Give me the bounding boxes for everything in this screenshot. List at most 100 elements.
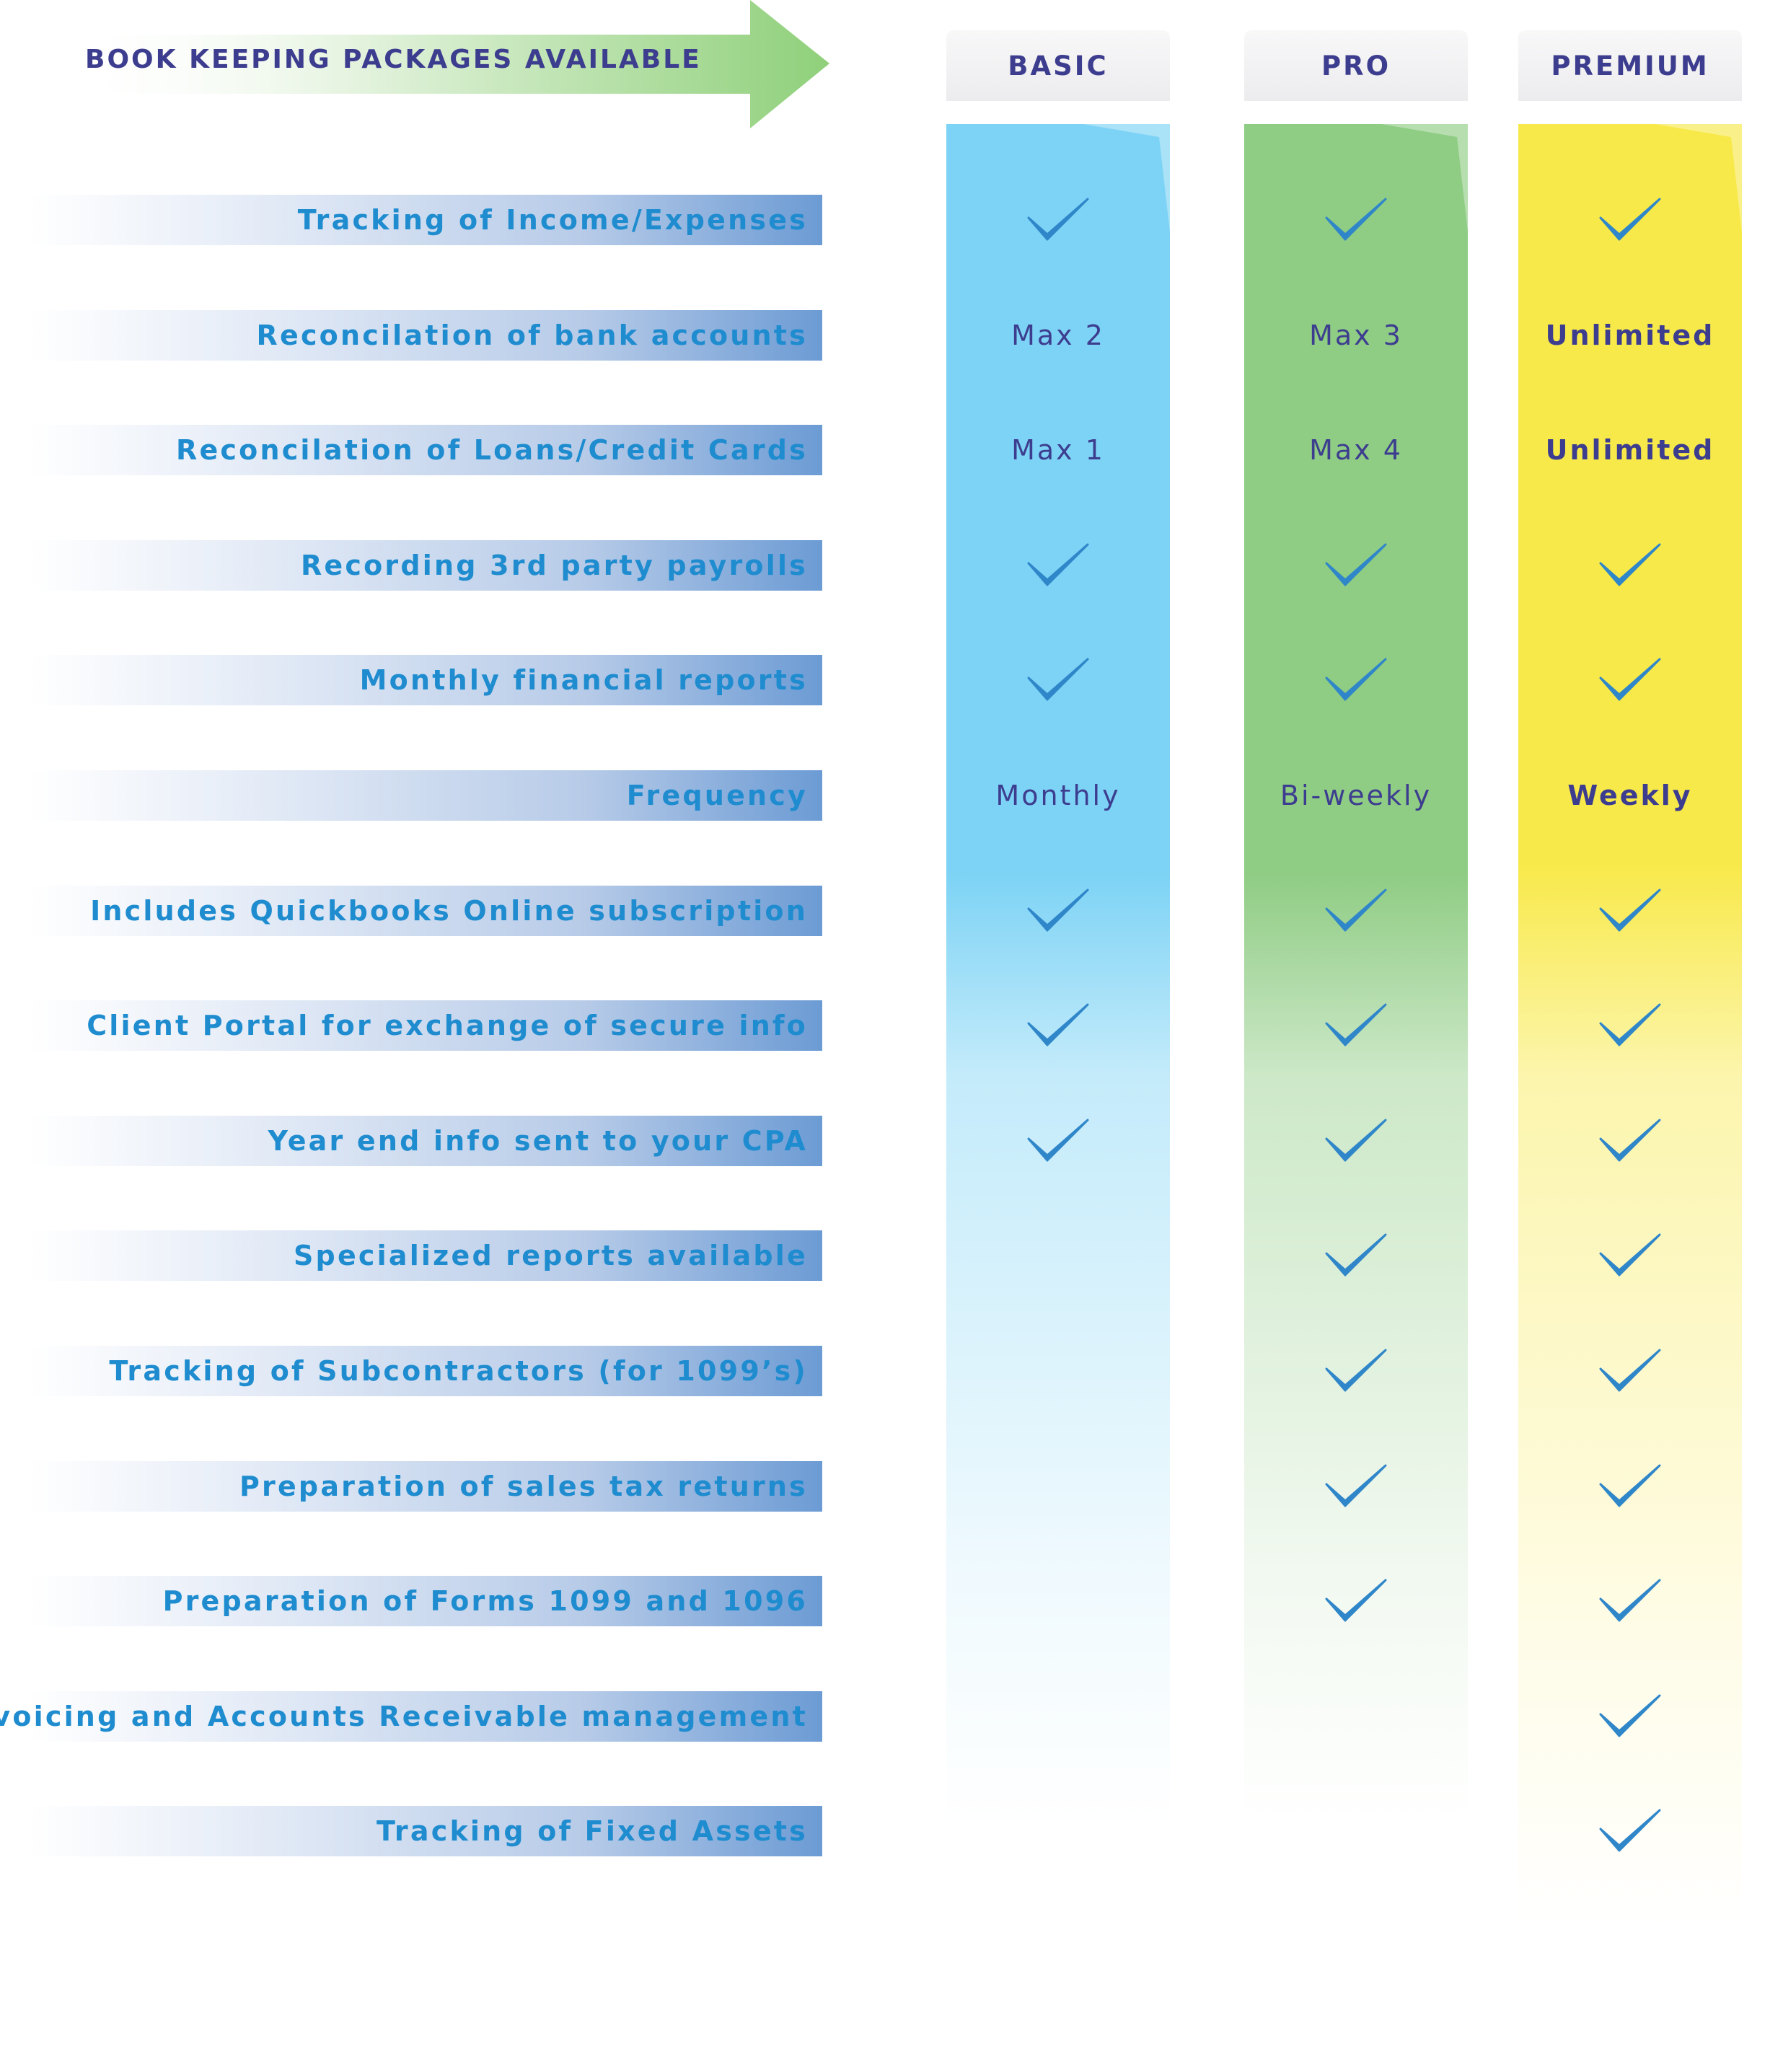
check-icon	[1325, 543, 1387, 586]
cell-value: Monthly	[995, 780, 1121, 811]
feature-bar	[29, 655, 822, 705]
feature-bar	[29, 1230, 822, 1281]
cell-premium	[1518, 1788, 1742, 1874]
cell-pro	[1244, 1443, 1468, 1530]
cell-premium: Unlimited	[1518, 292, 1742, 379]
check-icon	[1325, 889, 1387, 932]
check-icon	[1599, 543, 1661, 586]
cell-value: Max 3	[1309, 319, 1403, 351]
check-icon	[1325, 1579, 1387, 1622]
feature-bar	[29, 770, 822, 821]
cell-pro: Bi-weekly	[1244, 752, 1468, 839]
plan-header-pro: PRO	[1244, 30, 1468, 101]
cell-basic	[946, 868, 1170, 954]
cell-value: Max 4	[1309, 434, 1403, 466]
cell-premium	[1518, 1443, 1742, 1530]
check-icon	[1599, 1579, 1661, 1622]
cell-basic	[946, 637, 1170, 723]
check-icon	[1325, 1119, 1387, 1162]
cell-pro	[1244, 1558, 1468, 1644]
cell-basic: Max 2	[946, 292, 1170, 379]
cell-pro	[1244, 1098, 1468, 1184]
cell-pro	[1244, 982, 1468, 1069]
cell-premium	[1518, 1212, 1742, 1299]
feature-label: Monthly financial reports	[359, 664, 808, 696]
feature-label: Specialized reports available	[293, 1240, 808, 1271]
check-icon	[1325, 198, 1387, 241]
check-icon	[1027, 198, 1089, 241]
feature-label: Client Portal for exchange of secure inf…	[87, 1010, 808, 1041]
feature-row: Specialized reports available	[29, 1230, 822, 1281]
feature-bar	[29, 195, 822, 245]
page-title: BOOK KEEPING PACKAGES AVAILABLE	[85, 45, 702, 74]
feature-row: Recording 3rd party payrolls	[29, 540, 822, 591]
feature-row: Reconcilation of Loans/Credit Cards	[29, 425, 822, 475]
plan-column-premium	[1518, 124, 1742, 1927]
cell-pro	[1244, 1212, 1468, 1299]
feature-bar	[29, 1461, 822, 1512]
feature-bar	[29, 1806, 822, 1856]
feature-bar	[29, 1000, 822, 1051]
cell-premium	[1518, 1328, 1742, 1414]
feature-row: Invoicing and Accounts Receivable manage…	[0, 1691, 822, 1742]
check-icon	[1027, 889, 1089, 932]
feature-label: Recording 3rd party payrolls	[300, 550, 808, 581]
gloss-highlight	[1381, 124, 1468, 232]
feature-row: Tracking of Subcontractors (for 1099’s)	[29, 1346, 822, 1396]
check-icon	[1325, 1003, 1387, 1046]
cell-premium	[1518, 868, 1742, 954]
cell-value: Unlimited	[1545, 434, 1715, 466]
check-icon	[1599, 1119, 1661, 1162]
check-icon	[1325, 1233, 1387, 1277]
feature-label: Preparation of Forms 1099 and 1096	[162, 1585, 808, 1617]
check-icon	[1027, 658, 1089, 701]
feature-row: Preparation of Forms 1099 and 1096	[29, 1576, 822, 1626]
cell-premium	[1518, 982, 1742, 1069]
check-icon	[1325, 1464, 1387, 1507]
cell-basic: Max 1	[946, 407, 1170, 493]
feature-bar	[29, 425, 822, 475]
feature-row: Monthly financial reports	[29, 655, 822, 705]
cell-basic	[946, 522, 1170, 609]
cell-premium	[1518, 1673, 1742, 1760]
cell-basic	[946, 177, 1170, 263]
feature-label: Invoicing and Accounts Receivable manage…	[0, 1701, 808, 1732]
check-icon	[1599, 889, 1661, 932]
feature-bar	[29, 886, 822, 936]
cell-value: Unlimited	[1545, 319, 1715, 351]
cell-pro	[1244, 1328, 1468, 1414]
feature-bar	[29, 1576, 822, 1626]
check-icon	[1599, 1349, 1661, 1392]
cell-premium: Unlimited	[1518, 407, 1742, 493]
gloss-highlight	[1655, 124, 1742, 232]
feature-row: Tracking of Income/Expenses	[29, 195, 822, 245]
feature-label: Year end info sent to your CPA	[268, 1125, 808, 1157]
feature-label: Tracking of Income/Expenses	[297, 204, 808, 236]
plan-header-basic: BASIC	[946, 30, 1170, 101]
feature-bar	[29, 1116, 822, 1166]
cell-pro	[1244, 522, 1468, 609]
check-icon	[1027, 1003, 1089, 1046]
feature-label: Reconcilation of Loans/Credit Cards	[175, 434, 808, 466]
cell-pro: Max 4	[1244, 407, 1468, 493]
cell-value: Max 2	[1011, 319, 1105, 351]
plan-column-pro	[1244, 124, 1468, 1826]
check-icon	[1599, 1809, 1661, 1852]
feature-row: Reconcilation of bank accounts	[29, 310, 822, 361]
cell-value: Max 1	[1011, 434, 1105, 466]
gloss-highlight	[1083, 124, 1170, 232]
check-icon	[1325, 1349, 1387, 1392]
feature-bar	[29, 540, 822, 591]
feature-label: Tracking of Subcontractors (for 1099’s)	[109, 1355, 808, 1387]
cell-basic	[946, 982, 1170, 1069]
plan-header-premium: PREMIUM	[1518, 30, 1742, 101]
check-icon	[1027, 543, 1089, 586]
cell-pro: Max 3	[1244, 292, 1468, 379]
header-arrow	[58, 0, 829, 130]
cell-premium: Weekly	[1518, 752, 1742, 839]
feature-row: Includes Quickbooks Online subscription	[29, 886, 822, 936]
check-icon	[1027, 1119, 1089, 1162]
feature-bar	[29, 1346, 822, 1396]
cell-pro	[1244, 637, 1468, 723]
check-icon	[1599, 1233, 1661, 1277]
